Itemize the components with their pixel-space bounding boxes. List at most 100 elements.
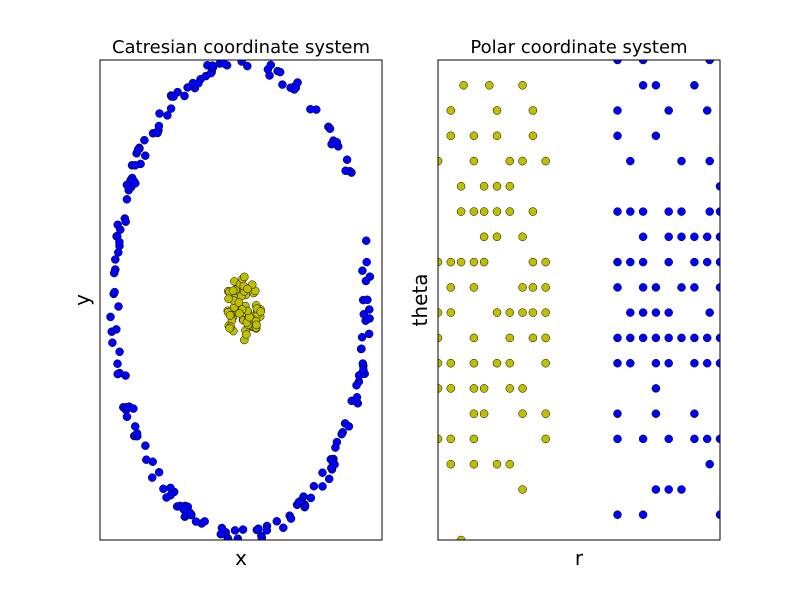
inner-blob-point (446, 283, 456, 292)
outer-ring-point (153, 128, 162, 138)
outer-ring-point (638, 283, 648, 292)
outer-ring-point (613, 409, 622, 418)
inner-blob-point (485, 81, 494, 90)
inner-blob-point (541, 308, 550, 317)
outer-ring-point (690, 232, 699, 242)
outer-ring-point (352, 381, 361, 390)
outer-ring-point (254, 524, 263, 533)
inner-blob-point (469, 333, 479, 343)
outer-ring-point (613, 333, 622, 343)
inner-blob-point (492, 232, 502, 242)
outer-ring-point (112, 325, 121, 334)
outer-ring-point (613, 257, 622, 267)
outer-ring-point (233, 534, 243, 540)
outer-ring-point (278, 80, 287, 89)
outer-ring-point (238, 525, 248, 534)
outer-ring-point (194, 78, 203, 88)
outer-ring-point (230, 526, 240, 535)
inner-blob-point (225, 323, 234, 333)
outer-ring-point (115, 237, 124, 247)
inner-blob-point (518, 81, 527, 90)
inner-blob-point (456, 535, 466, 540)
outer-ring-point (626, 358, 635, 368)
outer-ring-point (362, 257, 371, 267)
outer-ring-point (705, 207, 714, 216)
inner-blob-point (446, 257, 456, 267)
inner-blob-point (541, 333, 550, 343)
outer-ring-point (180, 91, 189, 101)
cartesian-x-label: x (235, 546, 247, 570)
inner-blob-point (492, 182, 502, 191)
inner-blob-point (256, 307, 265, 316)
inner-blob-point (243, 284, 252, 294)
outer-ring-point (705, 308, 714, 317)
polar-points (438, 60, 720, 540)
outer-ring-point (651, 81, 661, 90)
inner-blob-point (518, 156, 527, 166)
inner-blob-point (469, 131, 479, 141)
inner-blob-point (528, 308, 538, 317)
outer-ring-point (365, 305, 374, 314)
outer-ring-point (159, 484, 168, 494)
outer-ring-point (715, 434, 720, 444)
outer-ring-point (131, 179, 140, 188)
inner-blob-point (446, 459, 456, 469)
inner-blob-point (225, 311, 235, 320)
outer-ring-point (306, 493, 316, 503)
outer-ring-point (352, 393, 362, 402)
outer-ring-point (113, 369, 122, 379)
inner-blob-point (469, 409, 479, 418)
inner-blob-point (446, 106, 456, 115)
inner-blob-point (505, 308, 515, 317)
polar-x-label: r (575, 546, 584, 570)
outer-ring-point (129, 404, 138, 413)
outer-ring-point (702, 333, 712, 343)
inner-blob-point (492, 358, 502, 368)
outer-ring-point (364, 329, 374, 339)
outer-ring-point (154, 121, 164, 131)
inner-blob-point (438, 333, 443, 343)
outer-ring-point (166, 483, 175, 493)
outer-ring-point (361, 276, 371, 286)
outer-ring-point (690, 257, 699, 267)
inner-blob-point (518, 485, 527, 494)
outer-ring-point (626, 257, 635, 267)
outer-ring-point (166, 104, 176, 113)
outer-ring-point (140, 135, 149, 145)
outer-ring-point (155, 109, 164, 118)
outer-ring-point (163, 111, 172, 120)
inner-blob-point (518, 384, 527, 393)
inner-blob-point (446, 358, 456, 368)
outer-ring-point (361, 236, 371, 245)
inner-blob-point (438, 308, 443, 317)
outer-ring-point (114, 248, 123, 257)
outer-ring-point (286, 514, 296, 523)
inner-blob-point (235, 309, 244, 318)
outer-ring-point (363, 295, 372, 305)
inner-blob-point (438, 156, 443, 166)
inner-blob-point (479, 207, 489, 216)
outer-ring-point (677, 333, 686, 343)
outer-ring-point (664, 434, 673, 444)
outer-ring-point (344, 422, 354, 431)
outer-ring-point (638, 333, 648, 343)
outer-ring-point (638, 232, 648, 242)
outer-ring-point (359, 310, 369, 319)
cartesian-y-label: y (70, 294, 94, 306)
outer-ring-point (715, 510, 720, 519)
outer-ring-point (690, 358, 699, 368)
outer-ring-point (664, 358, 673, 368)
outer-ring-point (651, 308, 661, 317)
outer-ring-point (702, 257, 712, 267)
outer-ring-point (130, 422, 140, 431)
outer-ring-point (114, 302, 123, 311)
outer-ring-point (715, 358, 720, 368)
polar-y-label: theta (408, 274, 432, 327)
inner-blob-point (446, 131, 456, 141)
outer-ring-point (715, 232, 720, 242)
inner-blob-point (492, 207, 502, 216)
inner-blob-point (446, 308, 456, 317)
outer-ring-point (651, 485, 661, 494)
outer-ring-point (108, 338, 117, 347)
inner-blob-point (224, 294, 233, 303)
